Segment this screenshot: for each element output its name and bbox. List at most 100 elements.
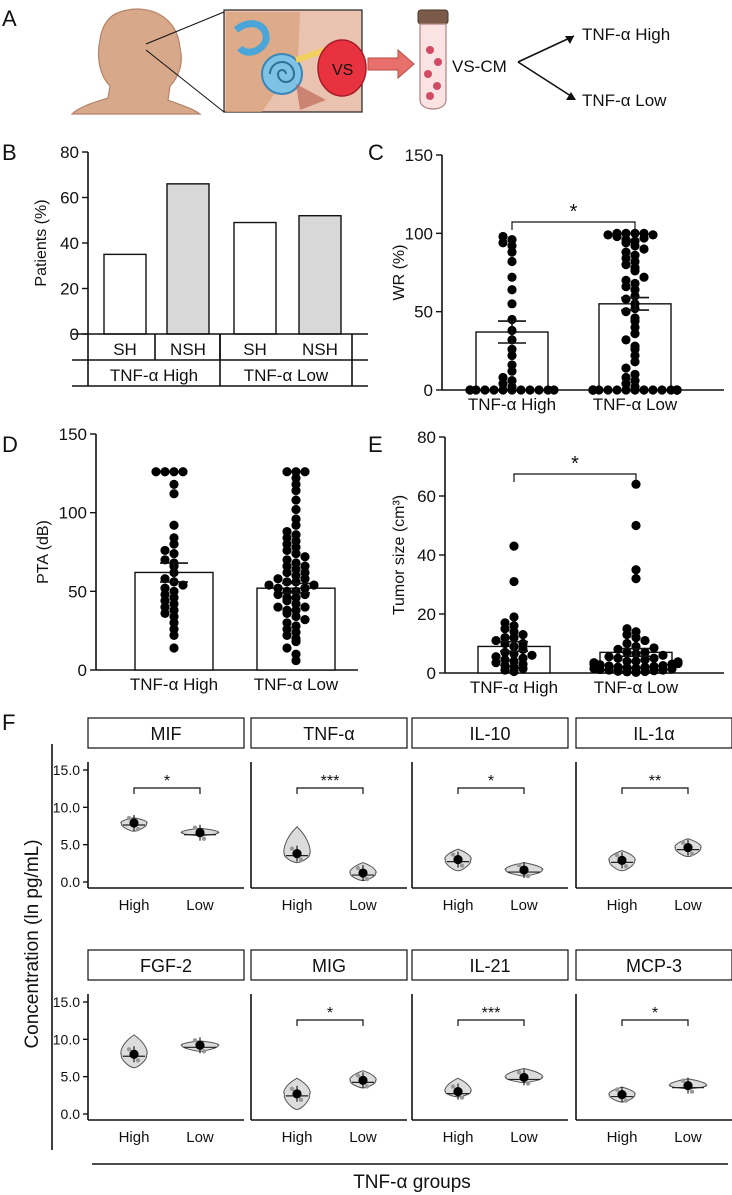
e-data-point bbox=[622, 624, 632, 634]
d-data-point bbox=[160, 583, 170, 593]
c-data-point bbox=[630, 228, 640, 238]
e-data-point bbox=[500, 655, 510, 665]
c-y-tick-label: 0 bbox=[424, 381, 433, 400]
f-y-tick-label: 15.0 bbox=[53, 762, 80, 778]
e-data-point bbox=[509, 541, 519, 551]
panel-letter-e: E bbox=[368, 432, 383, 457]
e-data-point bbox=[649, 653, 659, 663]
f-significance-label: *** bbox=[321, 773, 340, 790]
d-data-point bbox=[169, 611, 179, 622]
e-data-point bbox=[640, 655, 650, 665]
panel-letter-f: F bbox=[2, 710, 15, 735]
f-violin-point bbox=[614, 853, 620, 858]
d-data-point bbox=[300, 467, 310, 477]
e-data-point bbox=[518, 630, 528, 640]
f-violin-point bbox=[135, 1058, 141, 1063]
e-data-point bbox=[613, 644, 623, 655]
f-violin-point bbox=[364, 1084, 370, 1089]
f-violin-mean bbox=[683, 1081, 693, 1091]
d-data-point bbox=[291, 558, 301, 568]
f-violin-point bbox=[192, 1038, 198, 1043]
e-data-point bbox=[658, 661, 668, 671]
f-y-tick-label: 5.0 bbox=[61, 837, 81, 853]
f-x-axis-label: TNF-α groups bbox=[353, 1172, 471, 1193]
d-data-point bbox=[291, 627, 301, 637]
panel-d-dot-bar-chart: D 0 50 100 150 PTA (dB) TNF-α High TNF-α Low bbox=[2, 425, 358, 694]
c-data-point bbox=[630, 278, 640, 289]
d-data-point bbox=[291, 548, 301, 559]
c-data-point bbox=[672, 385, 682, 395]
f-significance-label: *** bbox=[482, 1005, 501, 1022]
panel-letter-c: C bbox=[368, 140, 384, 165]
f-significance-bracket bbox=[133, 787, 201, 794]
d-data-point bbox=[291, 467, 301, 477]
c-data-point bbox=[507, 272, 517, 282]
f-facet-title: IL-10 bbox=[469, 724, 510, 744]
f-facet-strip bbox=[575, 717, 732, 749]
c-data-point bbox=[621, 228, 631, 238]
f-facet-title: FGF-2 bbox=[140, 956, 192, 976]
b-y-axis-label: Patients (%) bbox=[33, 199, 50, 286]
e-data-point bbox=[640, 635, 650, 646]
d-y-tick-label: 50 bbox=[68, 582, 87, 601]
e-data-point bbox=[640, 662, 650, 672]
c-data-point bbox=[465, 385, 475, 395]
d-data-point bbox=[160, 589, 170, 600]
f-facet-strip bbox=[575, 949, 732, 981]
d-data-point bbox=[160, 596, 170, 606]
e-data-point bbox=[649, 643, 659, 653]
d-data-point bbox=[291, 486, 301, 496]
f-y-tick-label: 5.0 bbox=[61, 1069, 81, 1085]
d-data-point bbox=[300, 567, 310, 578]
f-facet-title: TNF-α bbox=[303, 724, 354, 744]
f-significance-bracket bbox=[457, 1019, 525, 1026]
d-data-point bbox=[300, 561, 310, 571]
f-violin-point bbox=[355, 1073, 361, 1078]
c-data-point bbox=[639, 385, 649, 395]
c-data-point bbox=[498, 372, 508, 383]
f-violin-mean bbox=[519, 1072, 529, 1083]
f-significance-label: * bbox=[327, 1005, 333, 1022]
panel-c-dot-bar-chart: C 0 50 100 150 WR (%) TNF-α High TNF-α Low * bbox=[368, 140, 724, 414]
panel-f-violin-grid: F Concentration (ln pg/mL) TNF-α groups MI… bbox=[2, 710, 732, 1193]
f-y-tick-label: 0.0 bbox=[61, 1106, 81, 1122]
f-significance-bracket bbox=[457, 787, 525, 794]
b-y-tick-label: 20 bbox=[60, 280, 79, 299]
d-data-point bbox=[273, 583, 283, 593]
c-data-point bbox=[603, 230, 613, 240]
c-data-point bbox=[507, 376, 517, 386]
arrowhead-low-icon bbox=[566, 92, 576, 100]
test-tube-icon bbox=[417, 9, 449, 110]
d-data-point bbox=[282, 643, 292, 653]
d-data-point bbox=[160, 555, 170, 565]
f-violin-mean bbox=[195, 1040, 205, 1050]
f-violin-point bbox=[680, 1078, 686, 1083]
d-data-point bbox=[282, 630, 292, 640]
d-data-point bbox=[169, 520, 179, 530]
f-significance-bracket bbox=[621, 1019, 689, 1026]
f-y-axis-label: Concentration (ln pg/mL) bbox=[22, 839, 43, 1048]
e-data-point bbox=[518, 638, 528, 649]
f-x-tick-label: Low bbox=[674, 1129, 702, 1146]
f-violin-point bbox=[459, 1095, 465, 1100]
f-violin-mean bbox=[129, 1049, 139, 1059]
d-y-tick-label: 150 bbox=[59, 425, 87, 444]
e-y-tick-label: 0 bbox=[427, 664, 436, 683]
f-violin-mean bbox=[129, 818, 139, 828]
e-data-point bbox=[518, 653, 528, 663]
b-bar bbox=[166, 183, 210, 335]
d-data-point bbox=[291, 504, 301, 515]
d-data-point bbox=[291, 473, 301, 483]
d-data-point bbox=[282, 567, 292, 578]
f-x-tick-label: Low bbox=[186, 897, 214, 914]
d-data-point bbox=[291, 599, 301, 609]
f-x-tick-label: Low bbox=[186, 1129, 214, 1146]
f-significance-label: ** bbox=[649, 773, 661, 790]
f-violin-mean bbox=[453, 1087, 463, 1097]
d-data-point bbox=[282, 526, 292, 537]
d-data-point bbox=[282, 577, 292, 587]
f-x-tick-label: High bbox=[119, 1129, 150, 1146]
b-y-tick-label: 60 bbox=[60, 189, 79, 208]
d-data-point bbox=[273, 574, 283, 584]
f-y-tick-label: 0.0 bbox=[61, 874, 81, 890]
